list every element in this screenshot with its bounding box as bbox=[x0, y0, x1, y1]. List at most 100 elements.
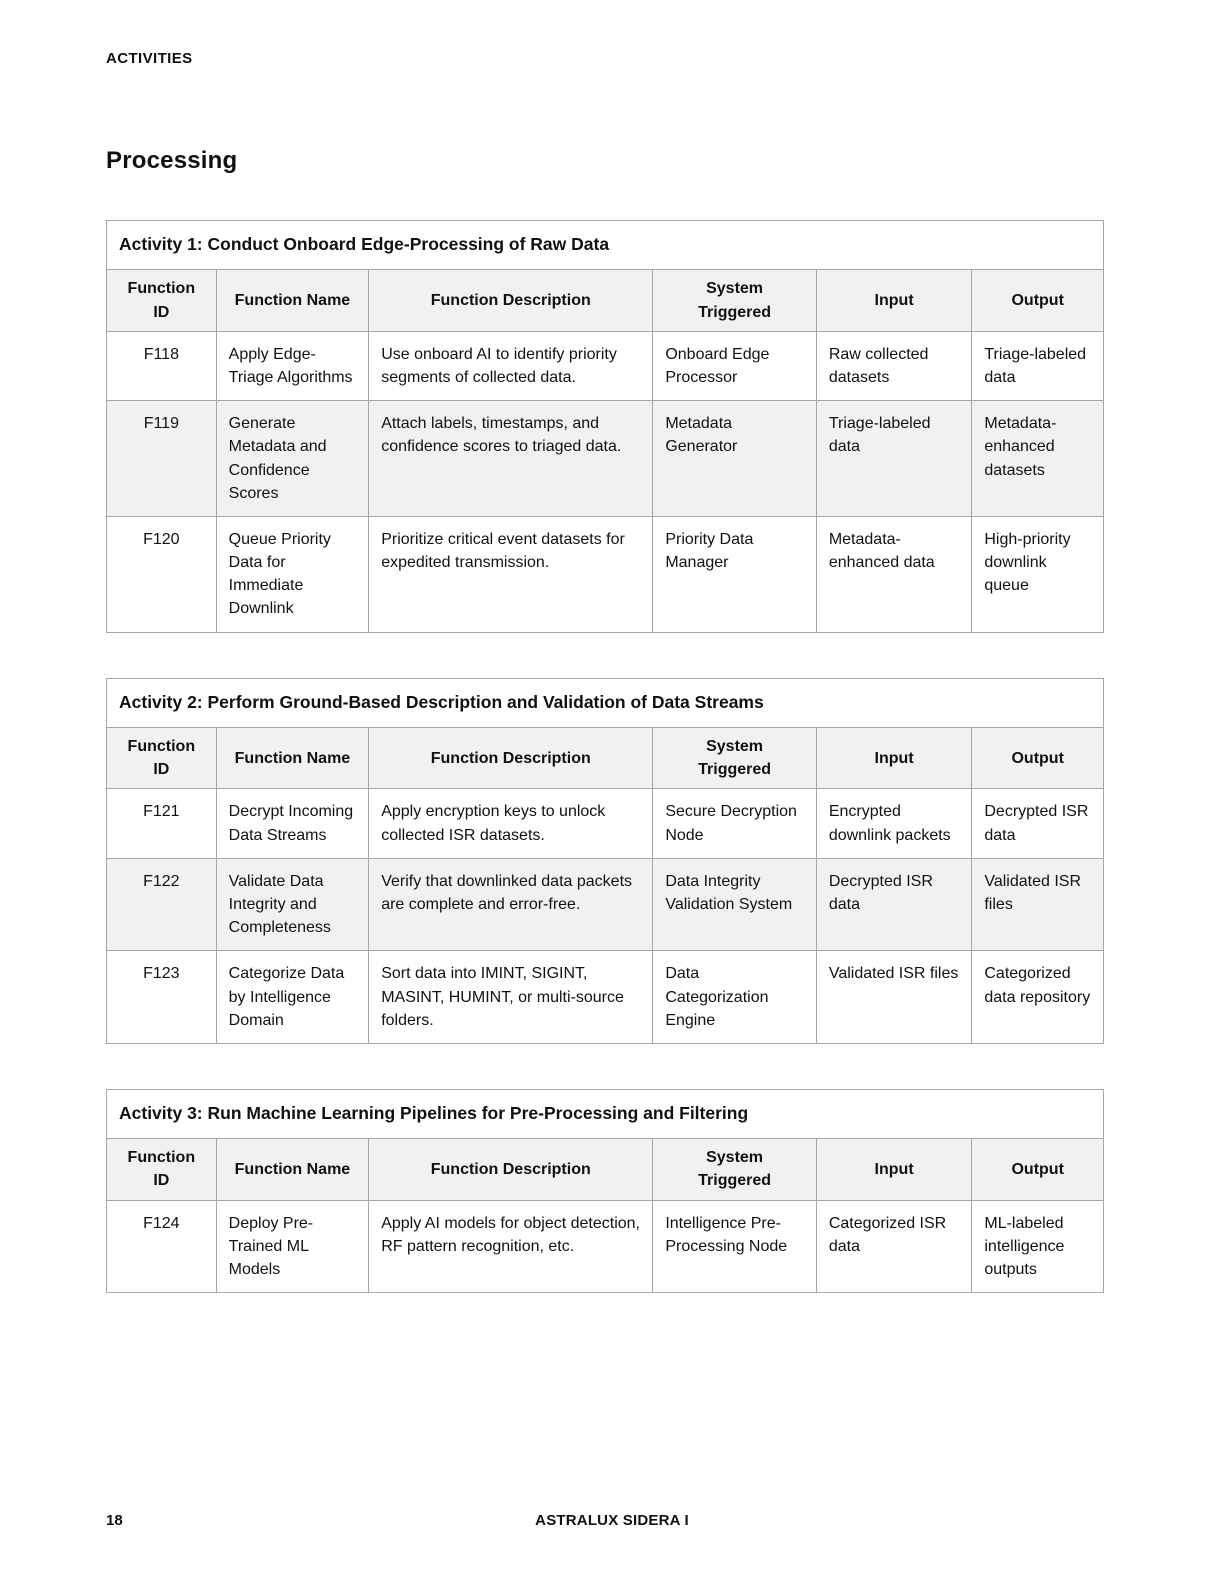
column-header-line: Output bbox=[1011, 291, 1064, 309]
column-header-line: System bbox=[706, 1149, 764, 1167]
cell-output: High-priority downlink queue bbox=[971, 515, 1104, 633]
cell-input: Metadata-enhanced data bbox=[815, 515, 973, 633]
column-header-line: Input bbox=[874, 1160, 914, 1178]
column-header-output: Output bbox=[971, 269, 1104, 332]
cell-input: Triage-labeled data bbox=[815, 400, 973, 517]
column-header-output: Output bbox=[971, 726, 1104, 790]
cell-function-name: Apply Edge-Triage Algorithms bbox=[215, 330, 370, 402]
column-header-line: Function bbox=[127, 1149, 196, 1167]
cell-output: Decrypted ISR data bbox=[971, 788, 1104, 859]
column-header-line: Function Name bbox=[234, 291, 351, 309]
cell-function-id: F121 bbox=[106, 788, 217, 859]
activity-3-table: Activity 3: Run Machine Learning Pipelin… bbox=[106, 1088, 1104, 1294]
cell-function-description: Apply encryption keys to unlock collecte… bbox=[368, 788, 654, 859]
column-header-input: Input bbox=[815, 726, 973, 790]
cell-input: Raw collected datasets bbox=[815, 330, 973, 402]
cell-system-triggered: Intelligence Pre-Processing Node bbox=[652, 1199, 817, 1294]
table-row: F123 Categorize Data by Intelligence Dom… bbox=[106, 950, 1104, 1044]
cell-system-triggered: Data Integrity Validation System bbox=[652, 857, 817, 952]
column-header-line: Output bbox=[1011, 1160, 1064, 1178]
cell-function-description: Attach labels, timestamps, and confidenc… bbox=[368, 400, 654, 517]
activity-1-table: Activity 1: Conduct Onboard Edge-Process… bbox=[106, 219, 1104, 633]
page-title: Processing bbox=[106, 147, 238, 174]
column-header-line: Triggered bbox=[698, 303, 772, 321]
column-header-function-name: Function Name bbox=[215, 269, 370, 332]
column-header-line: System bbox=[706, 738, 764, 755]
cell-function-name: Queue Priority Data for Immediate Downli… bbox=[215, 515, 370, 633]
page-footer: 18 ASTRALUX SIDERA I bbox=[0, 1512, 1224, 1529]
column-header-line: Function Name bbox=[234, 1160, 351, 1178]
cell-function-description: Sort data into IMINT, SIGINT, MASINT, HU… bbox=[368, 950, 654, 1044]
cell-function-id: F120 bbox=[106, 515, 217, 633]
cell-function-name: Deploy Pre-Trained ML Models bbox=[215, 1199, 370, 1294]
table-row: F122 Validate Data Integrity and Complet… bbox=[106, 857, 1104, 952]
column-header-line: Input bbox=[874, 291, 914, 309]
table-row: F119 Generate Metadata and Confidence Sc… bbox=[106, 400, 1104, 517]
cell-system-triggered: Priority Data Manager bbox=[652, 515, 817, 633]
column-header-line: Function bbox=[127, 738, 196, 755]
activity-2-table: Activity 2: Perform Ground-Based Descrip… bbox=[106, 677, 1104, 1044]
column-header-line: Function Description bbox=[430, 291, 591, 309]
column-header-line: Output bbox=[1011, 749, 1064, 767]
table-title: Activity 3: Run Machine Learning Pipelin… bbox=[106, 1088, 1104, 1140]
cell-input: Validated ISR files bbox=[815, 950, 973, 1044]
cell-function-id: F122 bbox=[106, 857, 217, 952]
table-header-row: Function ID Function Name Function Descri… bbox=[106, 1138, 1104, 1201]
column-header-line: ID bbox=[153, 303, 170, 321]
table-title-row: Activity 3: Run Machine Learning Pipelin… bbox=[106, 1088, 1104, 1140]
column-header-line: ID bbox=[153, 761, 170, 779]
cell-function-name: Generate Metadata and Confidence Scores bbox=[215, 400, 370, 517]
cell-system-triggered: Metadata Generator bbox=[652, 400, 817, 517]
column-header-system-triggered: System Triggered bbox=[652, 1138, 817, 1201]
cell-system-triggered: Data Categorization Engine bbox=[652, 950, 817, 1044]
table-row: F118 Apply Edge-Triage Algorithms Use on… bbox=[106, 330, 1104, 402]
cell-output: Validated ISR files bbox=[971, 857, 1104, 952]
cell-function-id: F118 bbox=[106, 330, 217, 402]
cell-function-name: Categorize Data by Intelligence Domain bbox=[215, 950, 370, 1044]
table-row: F120 Queue Priority Data for Immediate D… bbox=[106, 515, 1104, 633]
column-header-function-id: Function ID bbox=[106, 726, 217, 790]
column-header-line: ID bbox=[153, 1172, 170, 1190]
cell-output: ML-labeled intelligence outputs bbox=[971, 1199, 1104, 1294]
cell-function-description: Apply AI models for object detection, RF… bbox=[368, 1199, 654, 1294]
column-header-function-name: Function Name bbox=[215, 726, 370, 790]
column-header-line: Function Description bbox=[430, 749, 591, 767]
column-header-input: Input bbox=[815, 269, 973, 332]
table-title: Activity 1: Conduct Onboard Edge-Process… bbox=[106, 219, 1104, 271]
table-row: F121 Decrypt Incoming Data Streams Apply… bbox=[106, 788, 1104, 859]
table-header-row: Function ID Function Name Function Descri… bbox=[106, 726, 1104, 790]
cell-function-description: Verify that downlinked data packets are … bbox=[368, 857, 654, 952]
table-title-row: Activity 1: Conduct Onboard Edge-Process… bbox=[106, 219, 1104, 271]
cell-function-id: F124 bbox=[106, 1199, 217, 1294]
column-header-function-description: Function Description bbox=[368, 1138, 654, 1201]
column-header-function-description: Function Description bbox=[368, 269, 654, 332]
cell-input: Encrypted downlink packets bbox=[815, 788, 973, 859]
column-header-line: Triggered bbox=[698, 761, 772, 779]
column-header-function-description: Function Description bbox=[368, 726, 654, 790]
column-header-input: Input bbox=[815, 1138, 973, 1201]
column-header-system-triggered: System Triggered bbox=[652, 269, 817, 332]
column-header-line: Function bbox=[127, 280, 196, 298]
cell-output: Metadata-enhanced datasets bbox=[971, 400, 1104, 517]
cell-function-id: F123 bbox=[106, 950, 217, 1044]
column-header-function-name: Function Name bbox=[215, 1138, 370, 1201]
cell-output: Categorized data repository bbox=[971, 950, 1104, 1044]
cell-input: Categorized ISR data bbox=[815, 1199, 973, 1294]
cell-system-triggered: Onboard Edge Processor bbox=[652, 330, 817, 402]
page-number: 18 bbox=[106, 1512, 123, 1529]
column-header-line: Function Name bbox=[234, 749, 351, 767]
cell-input: Decrypted ISR data bbox=[815, 857, 973, 952]
column-header-line: System bbox=[706, 280, 764, 298]
cell-function-name: Validate Data Integrity and Completeness bbox=[215, 857, 370, 952]
cell-system-triggered: Secure Decryption Node bbox=[652, 788, 817, 859]
footer-doc-title: ASTRALUX SIDERA I bbox=[535, 1512, 689, 1529]
cell-function-id: F119 bbox=[106, 400, 217, 517]
column-header-output: Output bbox=[971, 1138, 1104, 1201]
cell-function-description: Use onboard AI to identify priority segm… bbox=[368, 330, 654, 402]
table-title: Activity 2: Perform Ground-Based Descrip… bbox=[106, 677, 1104, 729]
table-row: F124 Deploy Pre-Trained ML Models Apply … bbox=[106, 1199, 1104, 1294]
cell-output: Triage-labeled data bbox=[971, 330, 1104, 402]
table-header-row: Function ID Function Name Function Descri… bbox=[106, 269, 1104, 332]
table-title-row: Activity 2: Perform Ground-Based Descrip… bbox=[106, 677, 1104, 729]
cell-function-name: Decrypt Incoming Data Streams bbox=[215, 788, 370, 859]
